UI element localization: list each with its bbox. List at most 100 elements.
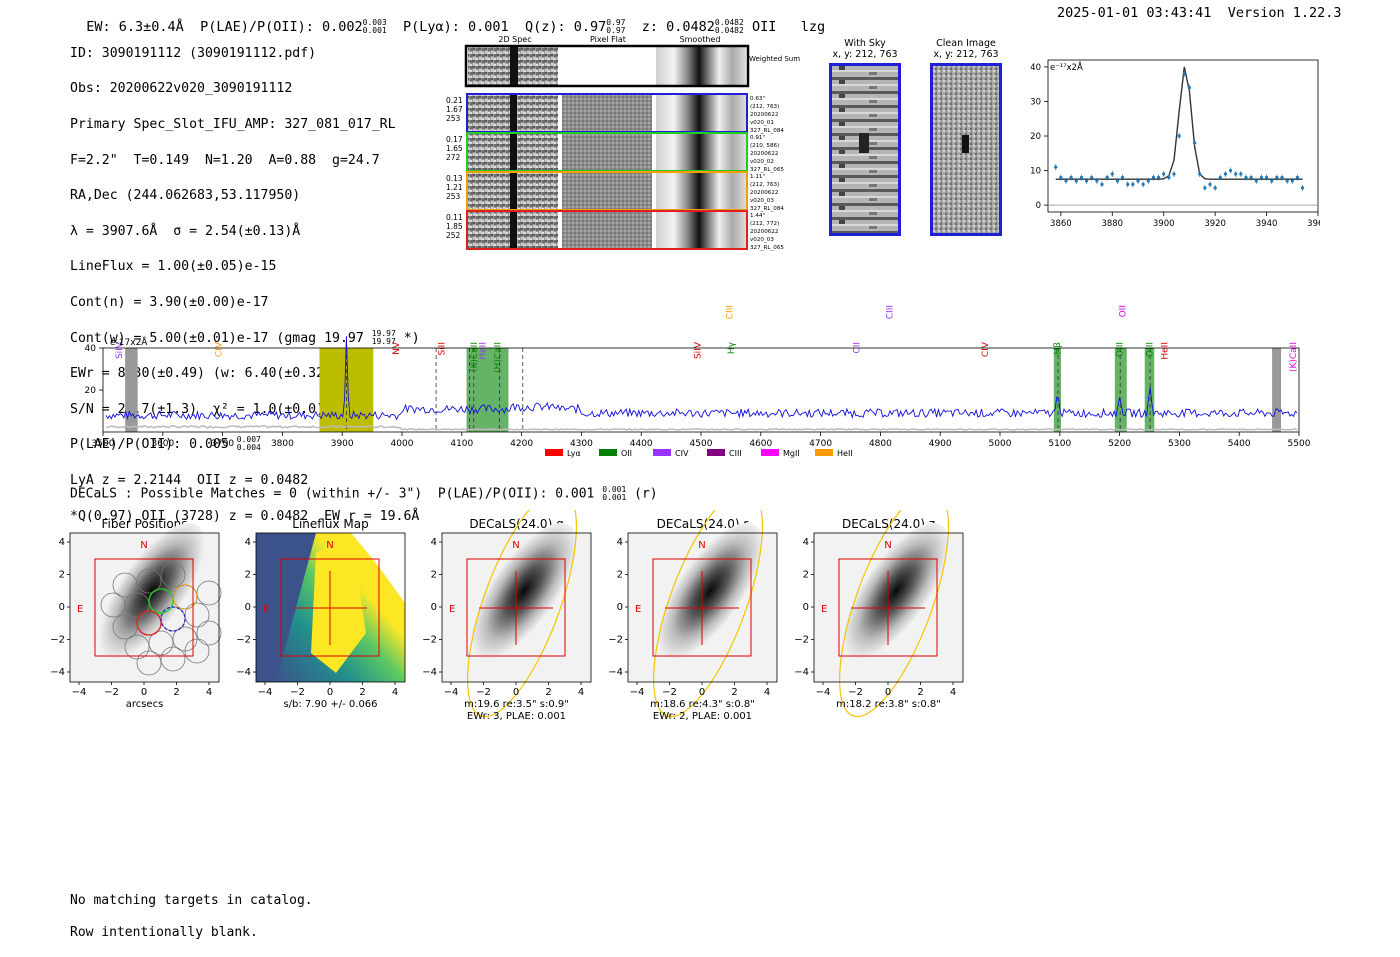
spectrum-xtick-15: 5000 (989, 439, 1012, 449)
header-bar: EW: 6.3±0.4Å P(LAE)/P(OII): 0.0020.003 0.… (70, 3, 825, 36)
decals-ytick: 2 (59, 570, 65, 581)
legend-label-3: CIII (729, 449, 742, 458)
decals-ytick: −2 (422, 635, 437, 646)
cutout-row-right-4-5: 327_RL_065 (750, 245, 784, 251)
legend-label-1: OII (621, 449, 632, 458)
q-value: Q(z): 0.97 (524, 19, 607, 35)
cutout-row-right-4-4: v020_03 (750, 237, 774, 243)
decals-ytick: 4 (803, 537, 809, 548)
line-fit-point (1239, 172, 1243, 176)
decals-ytick: −4 (50, 667, 65, 678)
spectrum-xtick-3: 3800 (271, 439, 294, 449)
line-fit-point (1300, 186, 1305, 190)
spectrum-line-label-6: (H)CaII (494, 342, 504, 373)
line-fit-point (1162, 172, 1166, 176)
north-label: N (698, 540, 705, 551)
spectrum-xtick-20: 5500 (1288, 439, 1311, 449)
decals-caption2-4: EWr: 2, PLAE: 0.001 (653, 711, 752, 722)
decals-caption-2: s/b: 7.90 +/- 0.066 (283, 699, 377, 710)
spectrum-line-label-3: SiII (437, 342, 447, 356)
decals-xtick: −2 (290, 687, 305, 698)
spectrum-xtick-5: 4000 (391, 439, 414, 449)
info-cont-w: Cont(w) = 5.00(±0.01)e-17 (gmag 19.97 19… (70, 328, 420, 348)
decals-xtick: −2 (848, 687, 863, 698)
decals-ytick: 4 (59, 537, 65, 548)
with-sky-image (829, 63, 901, 236)
fiber-circle (100, 592, 126, 618)
decals-xtick: 4 (764, 687, 770, 698)
decals-ytick: 2 (617, 570, 623, 581)
col-smoothed: Smoothed (680, 35, 721, 44)
spectrum-xtick-0: 3500 (92, 439, 115, 449)
decals-xtick: −4 (444, 687, 459, 698)
spectrum-line-label-8: CIII (726, 305, 736, 319)
line-fit-point (1270, 179, 1274, 183)
line-fit-point (1084, 179, 1089, 183)
line-fit-xtick-2: 3900 (1153, 219, 1175, 229)
decals-ytick: −4 (422, 667, 437, 678)
weighted-sum-row: Weighted Sum (464, 44, 800, 88)
line-fit-point (1069, 175, 1073, 180)
legend-swatch-3 (707, 449, 725, 456)
fiber-circle (136, 568, 162, 594)
timestamp-version: 2025-01-01 03:43:41 Version 1.22.3 (1057, 5, 1342, 21)
decals-xtick: −4 (258, 687, 273, 698)
cutout-row-right-1-2: (212, 763) (750, 104, 779, 110)
line-fit-point (1254, 179, 1258, 183)
cutout-row-left-2-1: 0.17 (446, 135, 463, 144)
decals-ytick: −4 (236, 667, 251, 678)
east-label: E (449, 604, 455, 615)
cutout-row-right-2-2: (210, 586) (750, 143, 779, 149)
catalog-note: No matching targets in catalog. Row inte… (70, 877, 313, 957)
decals-panel-2: Lineflux Map N E −4 −4 −2 −2 0 0 2 2 4 4 s/b: 7.90 +/… (236, 517, 406, 710)
info-q-oii: *Q(0.97) OII (3728) z = 0.0482 EW r = 19… (70, 508, 420, 524)
clean-image-title: Clean Image x, y: 212, 763 (930, 38, 1002, 60)
decals-caption-3: m:19.6 re:3.5" s:0.9" (464, 699, 569, 710)
decals-panel-title-3: DECaLS(24.0) g (469, 517, 563, 531)
cutout-row-right-3-1: 1.11" (750, 174, 765, 180)
cutout-row-right-3-2: (212, 763) (750, 182, 779, 188)
fiber-circle (136, 650, 162, 676)
line-fit-point (1208, 182, 1212, 186)
spectrum-mask-1 (1272, 348, 1282, 432)
info-lya-z: LyA z = 2.2144 OII z = 0.0482 (70, 472, 309, 488)
decals-panel-title-4: DECaLS(24.0) r (657, 517, 749, 531)
decals-aperture-box (94, 558, 194, 657)
decals-xtick: 0 (513, 687, 519, 698)
decals-aperture-box (280, 558, 380, 657)
spectrum-xtick-10: 4500 (690, 439, 713, 449)
plae-lo: 0.001 (362, 26, 387, 35)
line-fit-point (1131, 182, 1135, 186)
col-pixel-flat: Pixel Flat (590, 35, 626, 44)
info-cont-w-end: *) (403, 330, 420, 346)
decals-caption-1: arcsecs (126, 699, 164, 710)
spectrum-ylabel: e-17x2Å (110, 336, 148, 348)
col-2d-spec: 2D Spec (498, 35, 531, 44)
line-fit-point (1064, 179, 1068, 183)
cutout-row-left-4-2: 1.85 (446, 222, 463, 231)
decals-xtick: −4 (72, 687, 87, 698)
cutout-row-right-2-4: v020_02 (750, 159, 774, 165)
line-fit-point (1079, 175, 1084, 180)
decals-panel-5: DECaLS(24.0) z N E −4 −4 −2 −2 0 0 2 2 4 4 m:18.2 re:… (794, 510, 964, 718)
decals-ytick: 4 (245, 537, 251, 548)
line-fit-point (1126, 182, 1130, 186)
line-fit-point (1213, 186, 1217, 190)
line-fit-point (1151, 175, 1156, 180)
decals-xtick: −2 (662, 687, 677, 698)
cutout-row-left-3-2: 1.21 (446, 183, 463, 192)
spectrum-ytick-0: 20 (85, 386, 97, 396)
clean-image-xy: x, y: 212, 763 (933, 49, 999, 60)
fiber-circle (124, 634, 150, 660)
line-fit-point (1244, 175, 1248, 180)
info-lineflux: LineFlux = 1.00(±0.05)e-15 (70, 259, 277, 275)
spectrum-xtick-9: 4400 (630, 439, 653, 449)
decals-xtick: 4 (392, 687, 398, 698)
info-cont-w-hi: 19.97 (371, 328, 396, 338)
decals-xtick: 0 (141, 687, 147, 698)
cutout-row-right-1-1: 0.63" (750, 96, 765, 102)
